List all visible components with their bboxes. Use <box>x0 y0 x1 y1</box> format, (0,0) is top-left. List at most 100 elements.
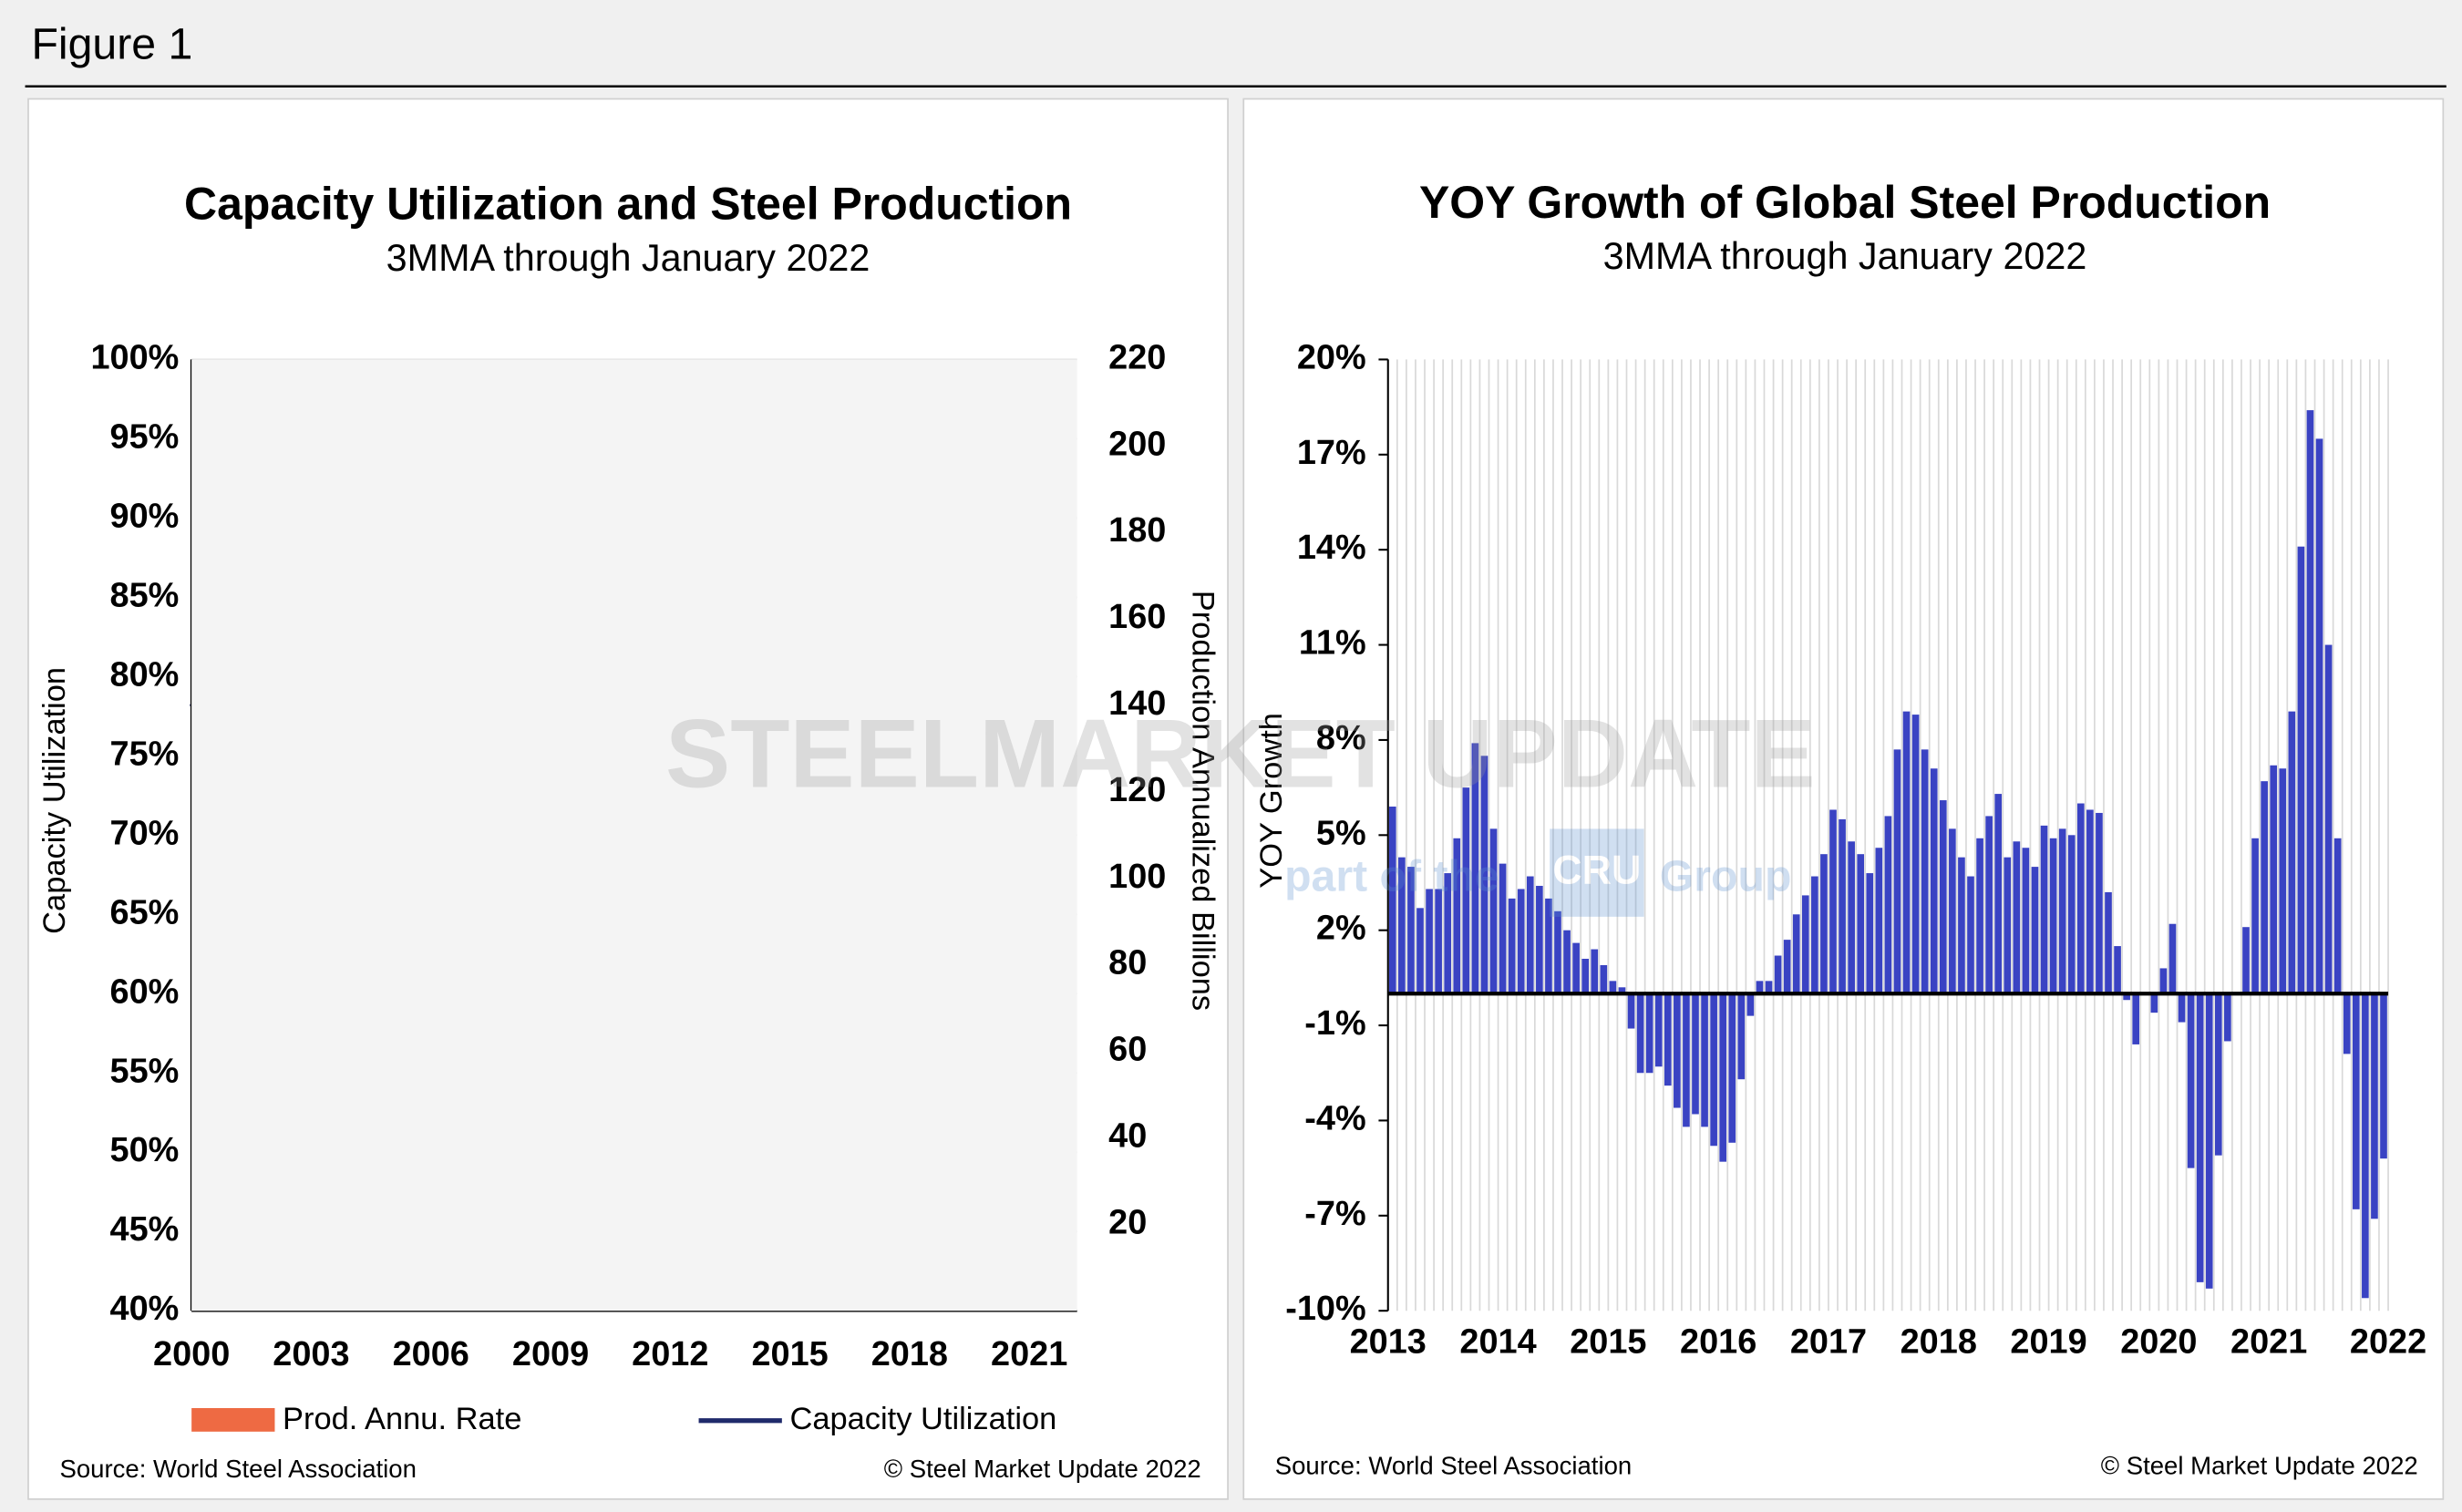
bar <box>1462 787 1470 994</box>
y2-tick-label: 180 <box>1108 511 1166 550</box>
y-tick-label: -4% <box>1304 1099 1365 1137</box>
bar <box>1994 794 2003 994</box>
bar <box>1554 910 1561 994</box>
y-tick-label: -7% <box>1304 1195 1365 1233</box>
bar <box>2297 546 2305 994</box>
bar <box>2196 993 2204 1282</box>
y-tick-label: 8% <box>1316 719 1366 757</box>
bar <box>1627 993 1635 1029</box>
y-tick-label: 75% <box>110 735 180 773</box>
bar <box>2031 867 2039 994</box>
y-tick-label: 17% <box>1297 434 1366 472</box>
bar <box>2123 993 2130 1001</box>
y-tick-label: 80% <box>110 655 180 694</box>
bar <box>2205 993 2213 1289</box>
bar <box>2022 848 2030 994</box>
legend-swatch <box>191 1407 275 1432</box>
copyright: © Steel Market Update 2022 <box>884 1455 1201 1483</box>
x-tick-label: 2013 <box>1350 1322 1427 1361</box>
x-tick-label: 2006 <box>393 1335 469 1373</box>
bar <box>2315 438 2323 994</box>
bar <box>1453 838 1461 994</box>
bar <box>1388 806 1396 994</box>
y2-tick-label: 20 <box>1108 1203 1147 1241</box>
y-tick-label: -1% <box>1304 1004 1365 1043</box>
bar <box>2270 765 2278 994</box>
bar <box>1526 876 1534 994</box>
watermark-text: Group <box>1660 851 1792 900</box>
bar <box>1939 800 1947 994</box>
x-tick-label: 2022 <box>2350 1322 2426 1361</box>
bar <box>1654 993 1663 1067</box>
bar <box>1774 955 1782 994</box>
bar <box>1875 848 1883 994</box>
x-tick-label: 2021 <box>991 1335 1067 1373</box>
bar <box>1839 818 1846 994</box>
x-tick-label: 2019 <box>2010 1322 2086 1361</box>
bar <box>2261 781 2268 994</box>
bar <box>2159 968 2168 994</box>
bar <box>1976 838 1983 994</box>
x-tick-label: 2021 <box>2230 1322 2307 1361</box>
bar <box>2288 711 2296 994</box>
bar <box>1664 993 1672 1086</box>
bar <box>2076 803 2085 994</box>
bar <box>1609 981 1617 994</box>
bar <box>2352 993 2360 1209</box>
x-tick-label: 2014 <box>1459 1322 1536 1361</box>
bar <box>2242 927 2250 994</box>
bar <box>2362 993 2369 1299</box>
bar <box>2306 410 2314 994</box>
watermark-text: part of the <box>1284 851 1499 900</box>
bar <box>2114 946 2121 994</box>
x-tick-label: 2000 <box>153 1335 230 1373</box>
bar <box>1636 993 1644 1074</box>
legend-label: Prod. Annu. Rate <box>283 1402 521 1436</box>
figure-label: Figure 1 <box>31 19 192 68</box>
bar <box>2380 993 2387 1159</box>
x-tick-label: 2012 <box>632 1335 708 1373</box>
bar <box>1783 940 1791 994</box>
watermark-text: CRU <box>1552 847 1641 892</box>
x-tick-label: 2015 <box>751 1335 828 1373</box>
bar <box>2333 838 2342 994</box>
bar <box>1884 816 1892 994</box>
y2-tick-label: 120 <box>1108 771 1166 809</box>
bar <box>1930 768 1938 994</box>
y-tick-label: 20% <box>1297 338 1366 376</box>
bar <box>2086 809 2094 994</box>
y-tick-label: 60% <box>110 972 180 1011</box>
bar <box>1517 889 1525 994</box>
bar <box>1426 889 1433 994</box>
bar <box>2251 838 2259 994</box>
x-tick-label: 2018 <box>871 1335 948 1373</box>
bar <box>2343 993 2351 1054</box>
y2-tick-label: 60 <box>1108 1031 1147 1069</box>
bar <box>1902 711 1911 994</box>
right-chart: -10% -7% -4% -1% 2% 5% 8% 11% 14% 17% 20% 2013 2014 2… <box>1254 177 2426 1480</box>
bar <box>1645 993 1653 1074</box>
bar <box>1508 898 1516 994</box>
watermark-text: STEELMARKET UPDATE <box>665 699 1816 808</box>
bar <box>2058 828 2066 994</box>
chart-subtitle: 3MMA through January 2022 <box>386 237 870 279</box>
bar <box>1829 809 1837 994</box>
y-tick-label: 90% <box>110 497 180 535</box>
bar <box>1572 942 1580 994</box>
bar <box>2132 993 2140 1044</box>
watermark-logo <box>1550 828 1644 917</box>
bar <box>1489 828 1498 994</box>
bar <box>1719 993 1727 1162</box>
bar <box>1746 993 1755 1016</box>
bar <box>2105 891 2112 994</box>
bar <box>2178 993 2186 1023</box>
bar <box>1756 981 1764 994</box>
bar <box>2214 993 2222 1156</box>
y-tick-label: 11% <box>1299 624 1366 663</box>
grid <box>1386 359 2389 1311</box>
bar <box>1728 993 1736 1143</box>
bar <box>2324 644 2333 994</box>
bar <box>1848 841 1855 994</box>
bar <box>1499 863 1507 994</box>
